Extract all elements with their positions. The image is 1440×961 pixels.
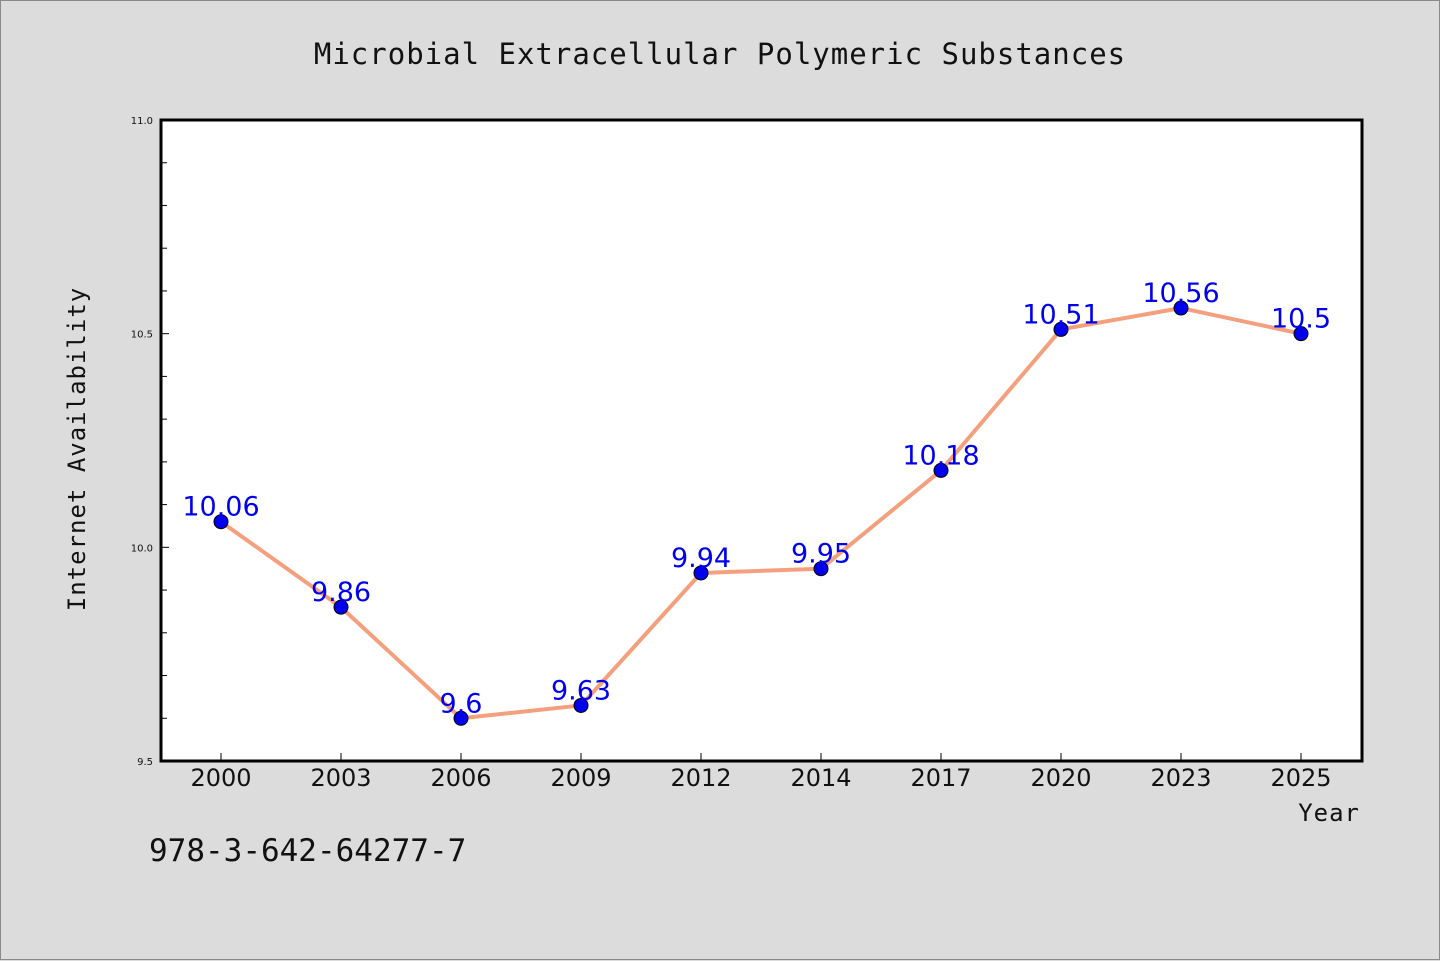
x-tick-label: 2023: [1150, 764, 1211, 792]
x-tick-label: 2025: [1270, 764, 1331, 792]
data-label: 9.86: [311, 577, 371, 608]
y-tick-label: 10.0: [131, 543, 153, 554]
data-point: [1293, 326, 1309, 342]
data-point: [933, 462, 949, 478]
data-label: 9.95: [791, 539, 851, 570]
x-tick-label: 2020: [1030, 764, 1091, 792]
data-label: 9.6: [440, 688, 483, 719]
plot-area: [159, 118, 1364, 763]
x-tick-label: 2000: [190, 764, 251, 792]
y-axis-ticks: 9.5 10.0 10.5 11.0: [131, 116, 169, 768]
data-label: 9.63: [551, 675, 611, 706]
data-label: 10.18: [902, 440, 979, 471]
data-point: [1053, 321, 1069, 337]
y-tick-label: 11.0: [131, 116, 153, 127]
data-label: 10.06: [182, 492, 259, 523]
data-labels-group: 10.06 9.86 9.6 9.63 9.94 9.95 10.18 10.51 10.56 1…: [182, 278, 1331, 719]
series-line: [219, 306, 1303, 721]
x-axis-ticks: 2000 2003 2006 2009 2012 2014 2017 2020 2023 2025: [190, 753, 1332, 792]
data-label: 10.5: [1271, 304, 1331, 335]
data-point: [333, 599, 349, 615]
chart-title: Microbial Extracellular Polymeric Substa…: [314, 37, 1126, 71]
x-tick-label: 2006: [430, 764, 491, 792]
data-label: 10.56: [1142, 278, 1219, 309]
y-tick-label: 9.5: [137, 757, 153, 768]
x-axis-label: Year: [1298, 799, 1360, 827]
x-tick-label: 2012: [670, 764, 731, 792]
x-tick-label: 2003: [310, 764, 371, 792]
data-point: [213, 514, 229, 530]
data-point: [693, 565, 709, 581]
data-point: [813, 561, 829, 577]
data-point: [453, 710, 469, 726]
data-label: 10.51: [1022, 299, 1099, 330]
x-tick-label: 2009: [550, 764, 611, 792]
series-line-group: [213, 300, 1309, 726]
x-tick-label: 2014: [790, 764, 851, 792]
isbn-text: 978-3-642-64277-7: [149, 833, 467, 869]
data-point: [1173, 300, 1189, 316]
data-point: [573, 697, 589, 713]
y-tick-label: 10.5: [131, 330, 153, 341]
data-label: 9.94: [671, 543, 731, 574]
x-tick-label: 2017: [910, 764, 971, 792]
y-axis-label: Internet Availability: [63, 287, 91, 611]
